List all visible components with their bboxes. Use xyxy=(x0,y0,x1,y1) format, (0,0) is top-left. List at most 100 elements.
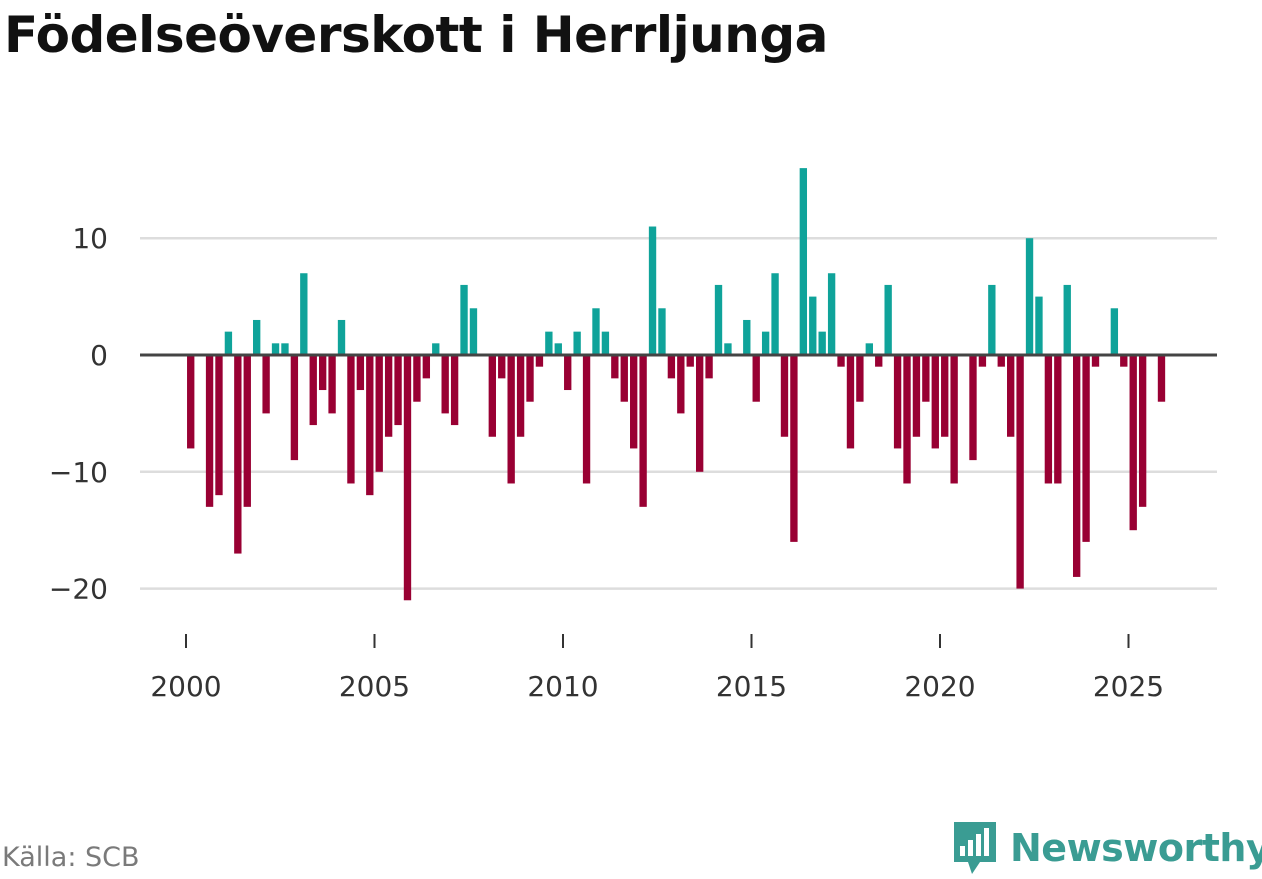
bar xyxy=(262,355,270,414)
bar xyxy=(856,355,864,402)
x-tick-label: 2015 xyxy=(716,670,787,703)
chart-title: Födelseöverskott i Herrljunga xyxy=(4,6,828,64)
bar xyxy=(761,331,770,355)
bar xyxy=(469,308,478,355)
bar xyxy=(1044,355,1053,484)
x-tick-label: 2000 xyxy=(150,670,221,703)
bar xyxy=(893,355,902,449)
bar xyxy=(1082,355,1090,542)
bar xyxy=(639,355,647,507)
bar xyxy=(432,343,440,355)
y-tick-label: 10 xyxy=(72,222,108,255)
bar xyxy=(516,355,525,437)
brand-logo[interactable]: Newsworthy xyxy=(950,818,1262,878)
bar xyxy=(846,355,855,449)
y-axis-ticks: 10 0 −10 −20 xyxy=(49,222,108,605)
bar xyxy=(450,355,459,426)
bar xyxy=(743,319,751,355)
x-tick-label: 2005 xyxy=(339,670,410,703)
bar xyxy=(601,331,610,355)
bar xyxy=(375,355,383,472)
bar xyxy=(1016,355,1024,589)
bar xyxy=(337,319,346,355)
bar xyxy=(1091,355,1100,367)
bar xyxy=(366,355,374,496)
bar xyxy=(969,355,977,461)
bar xyxy=(780,355,789,437)
bar xyxy=(582,355,591,484)
x-axis-ticks: 2000 2005 2010 2015 2020 2025 xyxy=(150,634,1164,703)
bar xyxy=(356,355,365,391)
bar xyxy=(903,355,911,484)
bar xyxy=(997,355,1005,367)
bar xyxy=(809,296,817,355)
bar xyxy=(1035,296,1043,355)
bar xyxy=(535,355,544,367)
y-tick-label: −20 xyxy=(49,573,108,606)
bar xyxy=(526,355,534,402)
bar xyxy=(224,331,233,355)
bar xyxy=(187,355,195,449)
bar xyxy=(752,355,760,402)
bar xyxy=(922,355,930,402)
bar xyxy=(271,343,280,355)
brand-name: Newsworthy xyxy=(1010,826,1262,870)
bar xyxy=(1138,355,1147,507)
bar xyxy=(827,273,836,355)
bar xyxy=(790,355,798,542)
x-tick-label: 2010 xyxy=(527,670,598,703)
bar xyxy=(347,355,355,484)
bar xyxy=(950,355,958,484)
bar xyxy=(677,355,685,414)
bar xyxy=(554,343,562,355)
bar xyxy=(253,319,261,355)
bar xyxy=(620,355,628,402)
grid-lines xyxy=(140,236,1217,590)
bar xyxy=(658,308,666,355)
bar xyxy=(837,355,845,367)
bar xyxy=(309,355,317,426)
bar xyxy=(290,355,299,461)
bar xyxy=(460,284,468,355)
bar xyxy=(243,355,251,507)
newsworthy-logo-icon xyxy=(954,822,996,874)
bar xyxy=(667,355,676,379)
bar xyxy=(592,308,600,355)
bar xyxy=(300,273,308,355)
bar xyxy=(771,273,779,355)
bar xyxy=(403,355,412,601)
bar xyxy=(931,355,939,449)
bars xyxy=(187,168,1166,601)
bar xyxy=(1007,355,1015,437)
bar xyxy=(912,355,921,437)
bar xyxy=(1157,355,1166,402)
bar xyxy=(1072,355,1081,577)
bar xyxy=(875,355,883,367)
bar xyxy=(865,343,873,355)
bar xyxy=(1063,284,1071,355)
bar xyxy=(205,355,214,507)
bar xyxy=(630,355,638,449)
bar xyxy=(564,355,572,391)
bar xyxy=(884,284,892,355)
source-label: Källa: SCB xyxy=(2,842,140,873)
bar xyxy=(234,355,242,554)
bar xyxy=(394,355,402,426)
bar xyxy=(422,355,431,379)
bar xyxy=(318,355,327,391)
bar xyxy=(441,355,449,414)
bar xyxy=(488,355,496,437)
bar xyxy=(1110,308,1119,355)
bar xyxy=(573,331,581,355)
x-tick-label: 2020 xyxy=(904,670,975,703)
bar xyxy=(705,355,713,379)
y-tick-label: −10 xyxy=(49,456,108,489)
bar xyxy=(648,226,657,355)
bar xyxy=(686,355,694,367)
bar xyxy=(799,168,808,355)
bar xyxy=(1054,355,1062,484)
bar xyxy=(498,355,506,379)
bar xyxy=(818,331,826,355)
bar xyxy=(988,284,996,355)
